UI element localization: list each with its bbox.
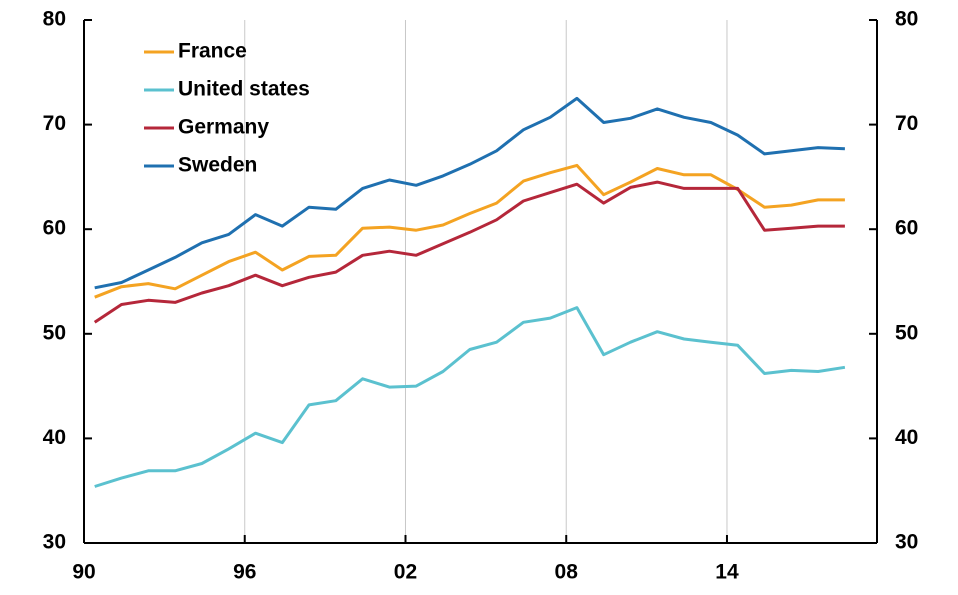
y-tick-label: 40 — [43, 426, 66, 449]
y-tick-label: 70 — [43, 112, 66, 135]
legend-label: Sweden — [178, 154, 257, 177]
x-tick-label: 96 — [233, 561, 256, 584]
y-tick-label: 30 — [43, 531, 66, 554]
y2-tick-label: 40 — [895, 426, 918, 449]
y2-tick-label: 70 — [895, 112, 918, 135]
y-tick-label: 60 — [43, 217, 66, 240]
legend-label: Germany — [178, 116, 269, 139]
y2-tick-label: 50 — [895, 321, 918, 344]
series-line — [94, 96, 845, 290]
legend-label: France — [178, 40, 247, 63]
x-tick-label: 14 — [715, 561, 739, 584]
series-line — [94, 306, 846, 488]
y2-tick-label: 60 — [895, 217, 918, 240]
y-tick-label: 80 — [43, 8, 66, 31]
x-tick-label: 08 — [555, 561, 579, 584]
x-tick-label: 90 — [72, 561, 95, 584]
y2-tick-label: 80 — [895, 8, 918, 31]
legend-label: United states — [178, 78, 310, 101]
series-line — [93, 180, 845, 324]
series-line — [94, 163, 845, 299]
y-tick-label: 50 — [43, 321, 66, 344]
y2-tick-label: 30 — [895, 531, 918, 554]
x-tick-label: 02 — [394, 561, 417, 584]
